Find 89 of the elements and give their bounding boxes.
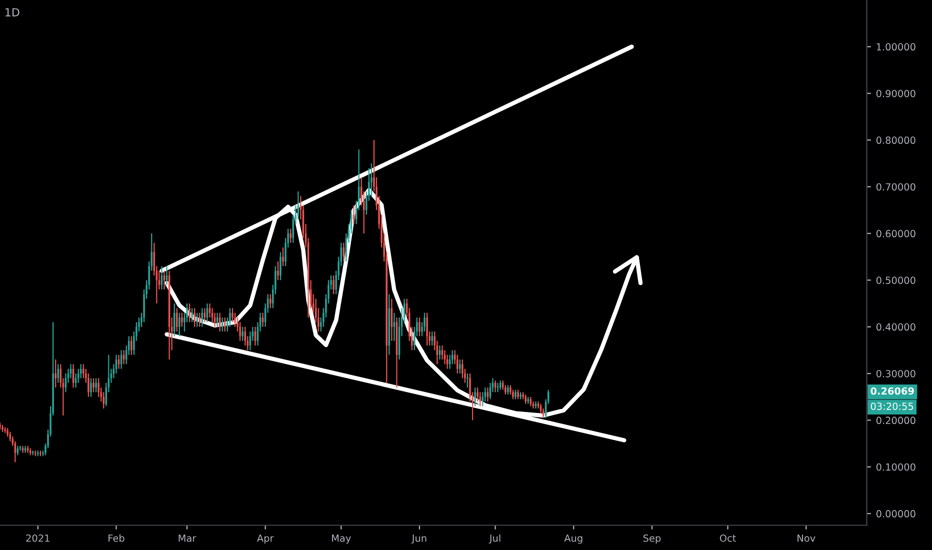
candlestick [95, 378, 97, 393]
x-tick-label: Mar [178, 534, 196, 542]
candlestick [239, 322, 241, 342]
y-tick-label: 0.70000 [876, 183, 916, 191]
candlestick [270, 294, 272, 309]
candlestick [486, 386, 489, 402]
candlestick [517, 389, 519, 400]
candlestick [512, 389, 514, 400]
candlestick [229, 308, 231, 328]
candlestick [502, 380, 504, 390]
candlestick [474, 386, 476, 407]
y-tick-label: 0.50000 [876, 276, 916, 284]
x-tick-label: Aug [564, 534, 582, 544]
x-tick-label: Feb [108, 534, 124, 542]
candlestick [88, 372, 90, 398]
y-tick-label: 0.80000 [876, 136, 916, 144]
candlestick [232, 308, 234, 323]
x-tick-label: Jun [411, 534, 426, 544]
candlestick [426, 312, 428, 346]
candlestick [242, 326, 244, 342]
candlestick [456, 354, 458, 374]
candlestick [208, 302, 211, 318]
candlestick [98, 378, 100, 398]
candlestick [530, 396, 532, 407]
candlestick [196, 312, 198, 328]
candlestick [54, 358, 56, 388]
y-tick-label: 0.10000 [876, 463, 916, 471]
text: 1D [6, 8, 20, 16]
candlestick [540, 403, 542, 414]
x-tick-label: Sep [643, 534, 661, 544]
candlestick [181, 312, 183, 328]
candlestick [9, 431, 11, 442]
x-tick-label: Oct [720, 534, 736, 542]
candlestick [332, 274, 334, 295]
candlestick [484, 386, 486, 402]
candlestick [476, 386, 478, 402]
candlestick [504, 384, 506, 396]
candlestick [431, 330, 433, 346]
candlestick [92, 378, 94, 393]
y-tick-label: 0.60000 [876, 230, 916, 238]
y-tick-label: 1.00000 [876, 43, 916, 51]
candlestick [393, 312, 396, 342]
candlestick [244, 326, 246, 346]
candlestick [130, 336, 132, 356]
candlestick [514, 389, 516, 400]
candlestick [290, 228, 292, 244]
candlestick [282, 246, 284, 267]
x-tick-label: Nov [798, 534, 816, 542]
candlestick [221, 316, 224, 332]
candlestick [510, 384, 512, 396]
y-tick-label: 0.00000 [876, 510, 916, 518]
y-tick-label: 0.30000 [876, 370, 916, 378]
candlestick [74, 372, 77, 388]
candlestick [57, 364, 60, 384]
candlestick [462, 358, 464, 379]
candlestick [479, 392, 482, 407]
candlestick [424, 312, 426, 332]
y-tick-label: 0.90000 [876, 90, 916, 98]
candlestick [2, 424, 4, 432]
x-tick-label: May [332, 534, 351, 544]
x-tick-label: 2021 [26, 534, 50, 542]
candlestick [82, 364, 84, 379]
x-tick-label: Apr [257, 534, 274, 544]
candlestick [280, 252, 282, 281]
candlestick [438, 344, 441, 360]
candlestick [176, 308, 178, 332]
candlestick [198, 312, 201, 328]
candlestick [418, 316, 420, 337]
candlestick [234, 312, 236, 328]
candlestick [191, 308, 193, 323]
candlestick [466, 372, 468, 388]
text: 0.26069 [870, 387, 914, 395]
candlestick [277, 260, 279, 281]
candlestick [188, 302, 190, 323]
candlestick [459, 358, 461, 374]
text: 03:20:55 [870, 402, 914, 410]
candlestick [194, 308, 196, 328]
candlestick [441, 344, 444, 360]
x-tick-label: Jul [488, 534, 500, 544]
y-tick-label: 0.40000 [876, 323, 916, 331]
candlestick [507, 384, 509, 396]
candlestick [102, 392, 104, 410]
y-tick-label: 0.20000 [876, 416, 916, 424]
candlestick [90, 378, 92, 398]
candlestick [370, 162, 372, 197]
candlestick [524, 394, 526, 404]
candlestick [224, 316, 226, 332]
candlestick [178, 312, 180, 337]
candlestick [16, 445, 19, 456]
